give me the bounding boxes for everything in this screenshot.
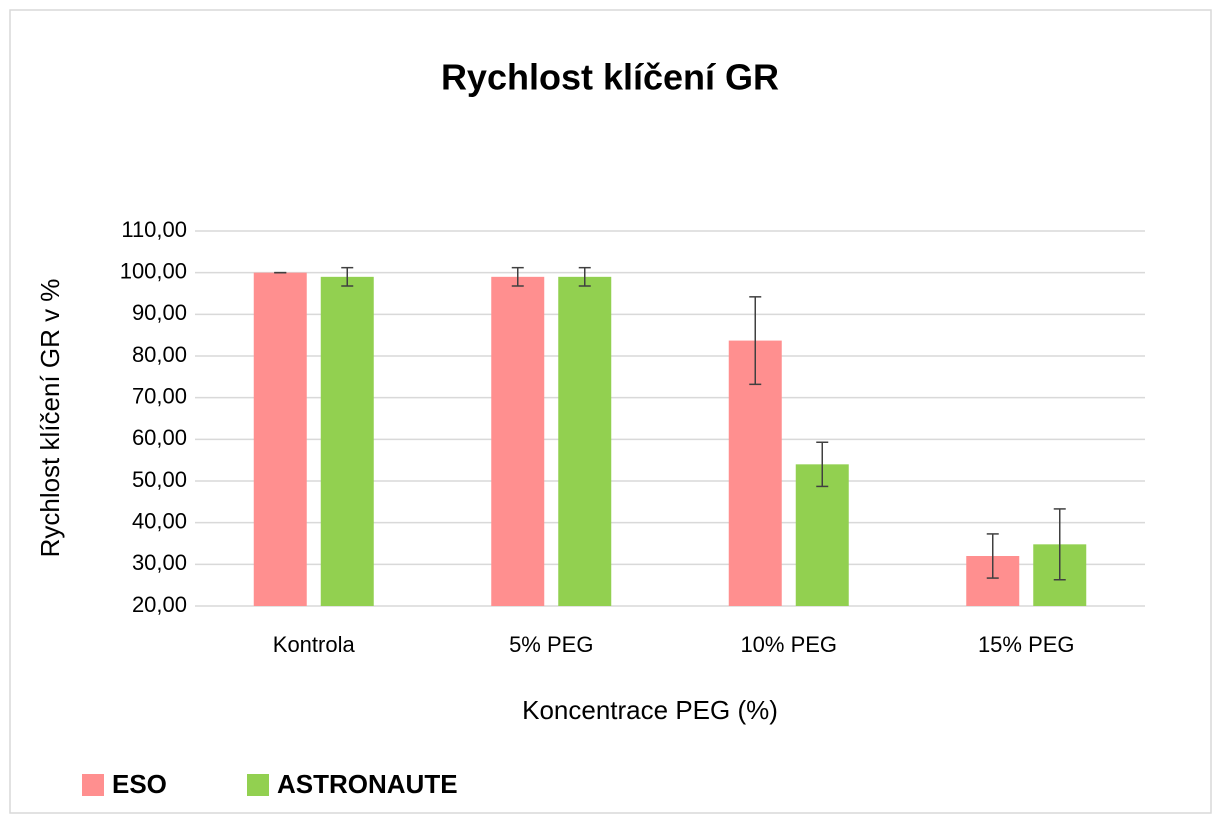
error-bar bbox=[986, 533, 999, 579]
error-bar bbox=[341, 266, 354, 287]
error-bar bbox=[749, 296, 762, 386]
x-tick-label: 10% PEG bbox=[740, 632, 837, 657]
y-tick-label: 20,00 bbox=[132, 592, 187, 617]
y-tick-label: 40,00 bbox=[132, 508, 187, 533]
bar bbox=[253, 272, 307, 606]
error-bar bbox=[578, 266, 591, 287]
x-tick-label: 5% PEG bbox=[509, 632, 593, 657]
y-tick-label: 70,00 bbox=[132, 383, 187, 408]
legend-label: ASTRONAUTE bbox=[277, 769, 458, 799]
y-tick-label: 100,00 bbox=[120, 258, 187, 283]
bar bbox=[320, 276, 374, 606]
error-bar bbox=[511, 266, 524, 287]
x-tick-label: Kontrola bbox=[273, 632, 356, 657]
y-axis-label: Rychlost klíčení GR v % bbox=[35, 279, 65, 558]
legend-label: ESO bbox=[112, 769, 167, 799]
y-tick-label: 110,00 bbox=[121, 217, 187, 242]
y-tick-label: 50,00 bbox=[132, 467, 187, 492]
y-tick-label: 60,00 bbox=[132, 425, 187, 450]
chart-title: Rychlost klíčení GR bbox=[441, 57, 779, 98]
legend-swatch bbox=[247, 774, 269, 796]
y-tick-label: 90,00 bbox=[132, 300, 187, 325]
error-bar bbox=[1053, 508, 1066, 581]
legend-swatch bbox=[82, 774, 104, 796]
bar bbox=[558, 276, 612, 606]
x-tick-label: 15% PEG bbox=[978, 632, 1075, 657]
x-axis-label: Koncentrace PEG (%) bbox=[522, 695, 778, 725]
y-tick-label: 80,00 bbox=[132, 342, 187, 367]
y-tick-label: 30,00 bbox=[132, 550, 187, 575]
bar bbox=[795, 464, 849, 606]
bar bbox=[491, 276, 545, 606]
error-bar bbox=[816, 441, 829, 488]
